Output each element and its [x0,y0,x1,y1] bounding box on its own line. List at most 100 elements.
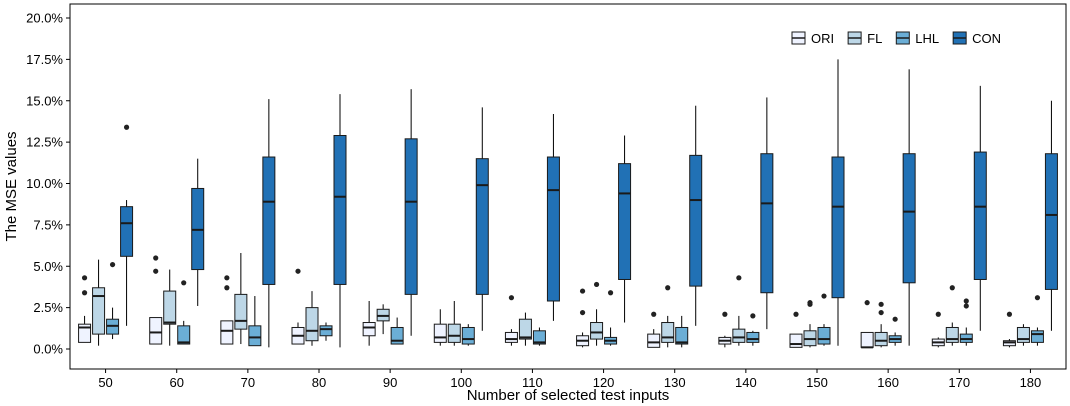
outlier-point [153,255,159,261]
outlier-point [736,275,742,281]
outlier-point [864,300,870,306]
legend-item-fl: FL [847,31,882,46]
x-tick-label: 160 [877,375,899,390]
outlier-point [224,285,230,291]
box-group [718,97,774,348]
box-group [931,85,987,348]
box-con [262,156,276,285]
box-group [78,124,134,346]
box-con [618,163,632,280]
legend-item-lhl: LHL [895,31,939,46]
box-group [220,99,276,348]
outlier-point [81,275,88,281]
outlier-point [793,311,799,317]
box-fl [234,293,248,330]
y-tick-label: 7.5% [33,217,63,232]
legend: ORI FL LHL CON [791,31,1001,46]
box-con [1044,153,1058,290]
x-tick-label: 50 [98,375,112,390]
box-con [760,153,774,294]
x-tick-label: 170 [948,375,970,390]
box-ori [860,331,874,348]
box-groups [78,59,1058,349]
box-lhl [817,326,831,345]
outlier-point [181,280,187,286]
outlier-point [750,313,756,319]
legend-item-con: CON [952,31,1001,46]
outlier-point [224,275,230,281]
outlier-point [665,285,671,291]
box-group [504,113,560,346]
outlier-point [81,290,88,296]
box-ori [433,323,447,343]
x-tick-label: 110 [522,375,543,390]
outlier-point [963,298,969,304]
box-fl [732,328,746,343]
y-tick-label: 5.0% [33,259,63,274]
box-group [647,105,703,348]
outlier-point [593,281,600,288]
box-con [902,153,916,284]
box-group [789,59,845,348]
outlier-point [821,293,827,299]
outlier-point [949,285,955,291]
x-tick-label: 180 [1020,375,1042,390]
outlier-point [807,300,813,306]
legend-label: FL [867,31,882,46]
outlier-point [878,309,884,316]
box-group [860,69,916,349]
box-fl [305,307,319,342]
box-group [149,158,205,346]
box-fl [92,287,106,335]
x-tick-label: 140 [735,375,757,390]
legend-label: CON [972,31,1001,46]
box-lhl [461,326,475,345]
box-fl [518,318,532,340]
legend-label: LHL [915,31,939,46]
outlier-point [607,290,614,296]
outlier-point [295,268,301,274]
box-fl [1016,326,1030,343]
box-fl [590,322,604,340]
box-ori [504,331,518,343]
box-con [404,138,418,295]
outlier-point [892,316,898,322]
box-con [120,206,134,257]
outlier-point [651,311,657,317]
y-tick-label: 17.5% [26,52,63,67]
outlier-point [579,288,586,294]
outlier-point [1034,295,1041,301]
y-axis-title: The MSE values [3,131,20,241]
box-con [831,156,845,299]
box-ori [78,323,92,343]
outlier-point [722,311,728,317]
outlier-point [109,261,116,268]
box-ori [362,322,376,337]
y-axis-ticks: 0.0% 2.5% 5.0% 7.5% 10.0% 12.5% 15.0% 17.5% 20.0… [26,11,70,357]
x-tick-label: 90 [383,375,397,390]
y-tick-label: 15.0% [26,93,63,108]
x-axis-ticks: 50 60 70 80 90 100 110 120 130 140 150 160 170 180 [98,369,1041,390]
legend-item-ori: ORI [791,31,834,46]
outlier-point [579,309,586,316]
box-con [475,158,489,295]
y-tick-label: 0.0% [33,342,63,357]
box-fl [874,331,888,347]
box-con [689,154,703,287]
x-tick-label: 70 [241,375,255,390]
box-lhl [746,331,760,343]
legend-label: ORI [811,31,834,46]
box-group [576,135,632,348]
x-tick-label: 80 [312,375,326,390]
box-fl [661,322,675,343]
outlier-point [878,301,884,307]
x-tick-label: 120 [593,375,615,390]
box-group [1002,100,1058,348]
y-tick-label: 2.5% [33,300,63,315]
x-tick-label: 130 [664,375,686,390]
box-lhl [177,325,191,345]
x-axis-title: Number of selected test inputs [467,387,670,404]
outlier-point [935,311,941,317]
outlier-point [123,124,130,130]
